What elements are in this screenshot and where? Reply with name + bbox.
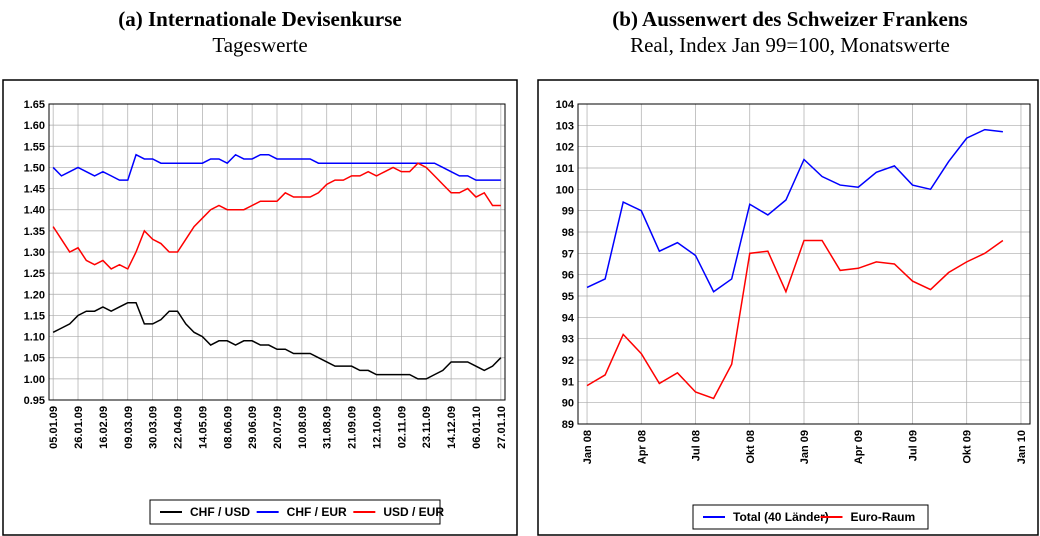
chart-title: (b) Aussenwert des Schweizer Frankens <box>612 7 967 31</box>
x-tick-label: 21.09.09 <box>347 406 359 449</box>
y-tick-label: 1.35 <box>24 226 45 238</box>
x-tick-label: Jan 08 <box>582 430 594 464</box>
x-tick-label: 12.10.09 <box>371 406 383 449</box>
chart-subtitle: Real, Index Jan 99=100, Monatswerte <box>630 33 950 57</box>
y-tick-label: 1.50 <box>24 162 45 174</box>
y-tick-label: 89 <box>562 419 574 431</box>
y-tick-label: 1.05 <box>24 353 45 365</box>
y-tick-label: 96 <box>562 270 574 282</box>
x-tick-label: 14.12.09 <box>446 406 458 449</box>
legend-label: CHF / EUR <box>287 505 347 519</box>
y-tick-label: 1.40 <box>24 205 45 217</box>
x-tick-label: 23.11.09 <box>421 406 433 448</box>
x-tick-label: 05.01.09 <box>48 406 60 449</box>
y-tick-label: 104 <box>556 99 575 111</box>
legend-label: Total (40 Länder) <box>733 510 829 524</box>
x-tick-label: Apr 08 <box>636 430 648 464</box>
data-line <box>52 162 501 270</box>
legend-label: CHF / USD <box>190 505 250 519</box>
x-tick-label: 06.01.10 <box>471 406 483 449</box>
y-tick-label: 103 <box>556 120 574 132</box>
y-tick-label: 97 <box>562 248 574 260</box>
plot-border <box>577 103 1031 425</box>
x-tick-label: 02.11.09 <box>396 406 408 448</box>
y-tick-label: 95 <box>562 291 574 303</box>
y-tick-label: 98 <box>562 227 574 239</box>
x-tick-label: Jul 09 <box>907 430 919 461</box>
y-tick-label: 1.15 <box>24 310 45 322</box>
y-tick-label: 93 <box>562 334 574 346</box>
y-tick-label: 1.25 <box>24 268 45 280</box>
legend-label: Euro-Raum <box>851 510 916 524</box>
x-tick-label: 26.01.09 <box>73 406 85 449</box>
x-tick-label: 16.02.09 <box>98 406 110 449</box>
y-tick-label: 1.30 <box>24 247 45 259</box>
legend <box>692 504 929 530</box>
y-tick-label: 99 <box>562 206 574 218</box>
x-tick-label: 08.06.09 <box>222 406 234 449</box>
x-tick-label: 27.01.10 <box>496 406 508 449</box>
y-tick-label: 1.60 <box>24 120 45 132</box>
y-tick-label: 101 <box>556 163 574 175</box>
y-tick-label: 100 <box>556 184 574 196</box>
x-tick-label: Okt 09 <box>962 430 974 464</box>
x-tick-label: 31.08.09 <box>322 406 334 449</box>
x-tick-label: 22.04.09 <box>173 406 185 449</box>
panel-frame <box>2 79 518 536</box>
y-tick-label: 1.65 <box>24 99 45 111</box>
data-line <box>586 128 1003 293</box>
data-line <box>586 239 1004 400</box>
y-tick-label: 1.45 <box>24 184 45 196</box>
y-tick-label: 0.95 <box>24 395 45 407</box>
x-tick-label: Okt 08 <box>745 430 757 464</box>
chart-title: (a) Internationale Devisenkurse <box>118 7 401 31</box>
y-tick-label: 1.55 <box>24 141 45 153</box>
y-tick-label: 1.00 <box>24 374 45 386</box>
chart-subtitle: Tageswerte <box>212 33 307 57</box>
y-tick-label: 94 <box>562 312 575 324</box>
y-tick-label: 102 <box>556 142 574 154</box>
data-line <box>52 301 502 380</box>
x-tick-label: 09.03.09 <box>123 406 135 449</box>
panel-frame <box>537 79 1039 536</box>
x-tick-label: 20.07.09 <box>272 406 284 449</box>
x-tick-label: 29.06.09 <box>247 406 259 449</box>
x-tick-label: Jan 10 <box>1016 430 1028 464</box>
y-tick-label: 1.10 <box>24 332 45 344</box>
data-line <box>52 153 501 181</box>
legend <box>149 499 441 525</box>
x-tick-label: 30.03.09 <box>148 406 160 449</box>
x-tick-label: 14.05.09 <box>197 406 209 449</box>
x-tick-label: 10.08.09 <box>297 406 309 449</box>
y-tick-label: 91 <box>562 376 574 388</box>
x-tick-label: Apr 09 <box>853 430 865 464</box>
x-tick-label: Jul 08 <box>691 430 703 461</box>
y-tick-label: 90 <box>562 398 574 410</box>
x-tick-label: Jan 09 <box>799 430 811 464</box>
y-tick-label: 1.20 <box>24 289 45 301</box>
y-tick-label: 92 <box>562 355 574 367</box>
plot-border <box>48 103 506 401</box>
legend-label: USD / EUR <box>383 505 444 519</box>
